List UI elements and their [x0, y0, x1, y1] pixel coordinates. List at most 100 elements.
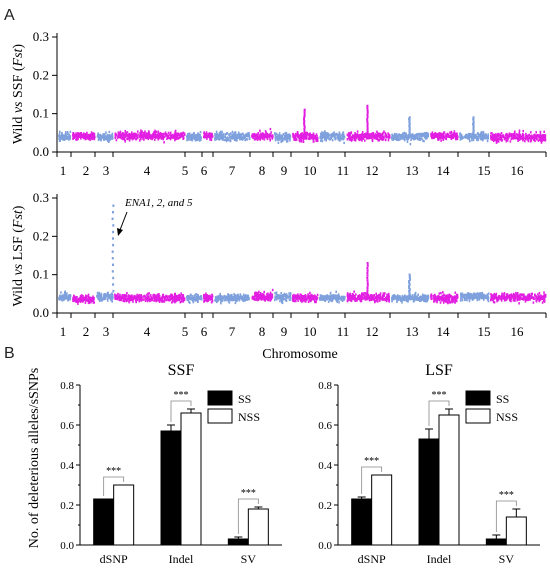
fst-point — [484, 295, 487, 298]
fst-point — [153, 135, 155, 138]
fst-point — [169, 131, 172, 134]
fst-peak-point — [303, 112, 306, 115]
fst-point — [227, 293, 229, 296]
fst-point — [543, 138, 546, 141]
fst-point — [146, 293, 148, 296]
fst-peak-point — [472, 132, 475, 136]
fst-point — [200, 296, 202, 299]
fst-point — [500, 139, 503, 142]
fst-point — [229, 139, 232, 143]
fst-point — [366, 137, 368, 140]
fst-point — [348, 133, 351, 137]
fst-point — [491, 135, 494, 138]
fst-point — [301, 132, 303, 135]
fst-point — [308, 133, 310, 136]
fst-point — [74, 297, 77, 301]
fst-point — [302, 295, 304, 298]
fst-point — [412, 296, 415, 299]
fst-point — [88, 300, 90, 303]
fst-point — [124, 140, 126, 143]
fst-point — [473, 294, 475, 297]
fst-point — [497, 298, 499, 302]
fst-point — [516, 137, 519, 140]
fst-point — [426, 135, 428, 139]
fst-point — [297, 296, 300, 300]
fst-point — [456, 132, 458, 135]
fst-peak-point — [366, 128, 369, 132]
fst-peak-point — [303, 110, 306, 113]
fst-point — [83, 298, 86, 302]
fst-point — [356, 130, 359, 133]
fst-point — [461, 292, 464, 295]
fst-peak-point — [303, 122, 306, 125]
fst-point — [469, 139, 471, 143]
fst-point — [480, 296, 483, 300]
fst-point — [178, 298, 180, 301]
fst-point — [275, 138, 277, 141]
fst-point — [124, 129, 127, 133]
fst-point — [484, 136, 486, 140]
fst-point — [86, 295, 88, 298]
fst-point — [96, 294, 99, 297]
fst-point — [199, 296, 202, 300]
fst-point — [330, 133, 333, 136]
chromosome-label: 2 — [83, 163, 90, 178]
fst-peak-point — [366, 113, 369, 116]
fst-point — [348, 298, 351, 301]
fst-point — [276, 134, 279, 138]
fst-point — [63, 135, 65, 138]
fst-point — [219, 132, 222, 136]
fst-point — [269, 137, 271, 140]
fst-point — [338, 131, 341, 134]
fst-point — [178, 297, 181, 300]
fst-point — [525, 132, 527, 136]
fst-point — [177, 296, 180, 299]
fst-point — [76, 134, 79, 137]
fst-point — [342, 297, 345, 301]
fst-point — [179, 133, 181, 136]
fst-point — [228, 298, 231, 301]
fst-point — [439, 132, 441, 135]
fst-point — [136, 298, 139, 301]
fst-point — [485, 136, 488, 140]
fst-point — [472, 138, 475, 142]
fst-point — [346, 292, 349, 295]
fst-point — [278, 295, 281, 299]
fst-point — [352, 296, 354, 300]
fst-point — [239, 293, 242, 296]
fst-point — [162, 132, 165, 136]
fst-point — [375, 137, 377, 140]
fst-point — [460, 133, 463, 137]
fst-point — [376, 296, 379, 299]
fst-peak-point — [408, 124, 411, 127]
fst-point — [501, 292, 503, 295]
fst-point — [431, 135, 433, 138]
fst-point — [479, 137, 482, 141]
fst-point — [298, 134, 300, 137]
fst-point — [193, 137, 196, 140]
fst-point — [337, 293, 340, 296]
fst-peak-point — [472, 119, 475, 122]
fst-point — [193, 296, 196, 300]
fst-point — [157, 294, 160, 298]
fst-point — [288, 292, 290, 295]
fst-point — [530, 292, 533, 296]
fst-point — [237, 136, 240, 139]
fst-point — [392, 136, 394, 139]
fst-point — [128, 301, 130, 304]
fst-point — [380, 298, 382, 301]
y-tick-label: 0.1 — [33, 106, 49, 121]
fst-point — [452, 133, 454, 137]
fst-point — [97, 132, 99, 135]
fst-point — [436, 296, 438, 299]
fst-point — [477, 132, 479, 135]
fst-point — [179, 134, 181, 137]
fst-point — [134, 296, 136, 300]
panel-letter-a: A — [4, 7, 15, 24]
fst-point — [188, 137, 190, 140]
fst-point — [195, 295, 198, 299]
fst-point — [180, 135, 182, 138]
fst-point — [353, 295, 356, 298]
fst-point — [182, 296, 185, 299]
fst-point — [269, 134, 271, 138]
